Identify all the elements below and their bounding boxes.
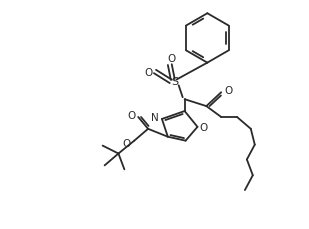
- Text: O: O: [224, 86, 232, 96]
- Text: O: O: [144, 67, 152, 77]
- Text: O: O: [122, 138, 130, 148]
- Text: N: N: [151, 112, 159, 123]
- Text: O: O: [127, 111, 135, 120]
- Text: O: O: [168, 53, 176, 63]
- Text: O: O: [199, 122, 208, 132]
- Text: S: S: [171, 77, 178, 87]
